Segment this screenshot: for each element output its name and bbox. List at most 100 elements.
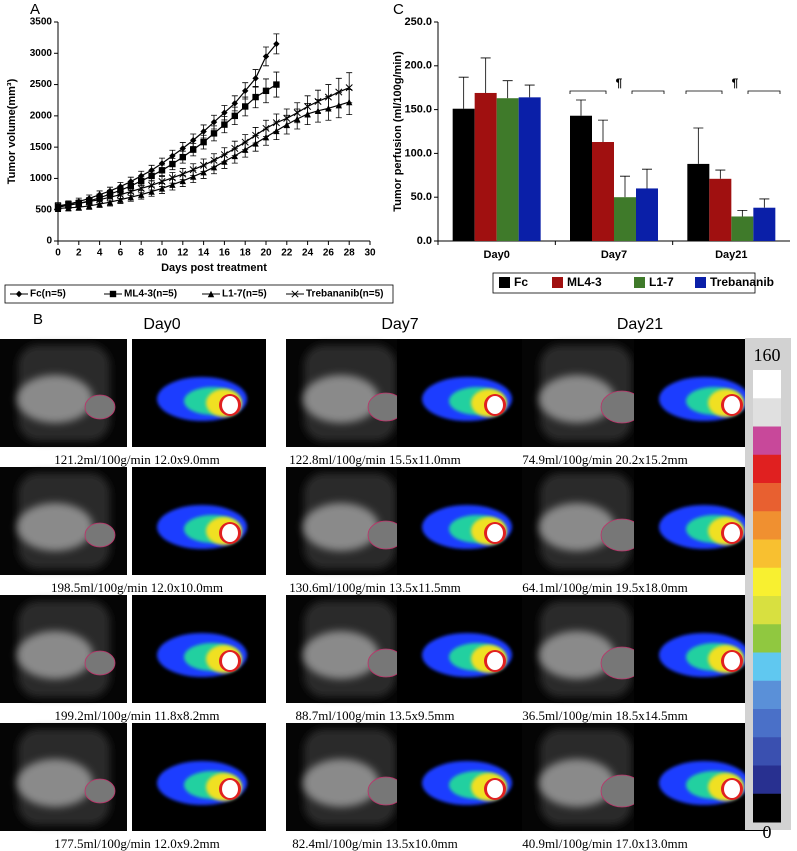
point-marker: [54, 202, 62, 210]
point-marker: [148, 181, 156, 189]
point-marker: [210, 118, 218, 126]
point-marker: [324, 93, 332, 101]
mri-image: [522, 467, 649, 575]
point-marker: [252, 75, 259, 82]
error-bar: [524, 84, 535, 98]
column-header: Day0: [143, 316, 180, 333]
perfusion-map: [397, 467, 531, 575]
perfusion-map: [132, 339, 266, 447]
mri-image: [0, 595, 127, 703]
point-marker: [179, 170, 187, 178]
error-bar: [480, 57, 491, 93]
legend-label: L1-7(n=5): [222, 289, 267, 300]
point-marker: [169, 152, 176, 160]
legend-label: Trebananib(n=5): [306, 289, 384, 300]
bar: [709, 178, 732, 241]
point-marker: [148, 167, 155, 174]
point-marker: [158, 178, 166, 186]
x-tick-label: Day21: [715, 249, 747, 261]
image-organ: [303, 375, 379, 423]
annotation: ¶: [616, 76, 623, 90]
point-marker: [242, 103, 249, 110]
scale-swatch: [753, 709, 781, 738]
point-marker: [85, 198, 93, 206]
error-bar: [458, 76, 469, 109]
image-caption: 177.5ml/100g/min 12.0x9.2mm: [54, 836, 219, 851]
x-tick-label: 14: [198, 248, 210, 259]
tumor-roi: [724, 780, 740, 798]
point-marker: [335, 88, 343, 96]
point-marker: [127, 182, 134, 190]
point-marker: [179, 145, 186, 152]
scale-swatch: [753, 680, 781, 710]
point-marker: [75, 204, 82, 211]
bar: [452, 108, 475, 241]
x-tick-label: 28: [344, 248, 356, 259]
tumor-outline: [84, 778, 116, 804]
point-marker: [200, 168, 207, 176]
y-tick-label: 3000: [30, 48, 53, 59]
tumor-roi: [487, 652, 503, 670]
panel-label: B: [33, 311, 43, 328]
image-organ: [303, 631, 379, 679]
point-marker: [148, 188, 155, 195]
series-line: [57, 84, 277, 208]
point-marker: [169, 160, 176, 168]
image-caption: 199.2ml/100g/min 11.8x8.2mm: [55, 708, 220, 723]
point-marker: [138, 177, 145, 185]
image-caption: 88.7ml/100g/min 13.5x9.5mm: [296, 708, 455, 723]
series-line: [57, 101, 350, 210]
image-caption: 122.8ml/100g/min 15.5x11.0mm: [289, 452, 460, 467]
point-marker: [273, 81, 280, 88]
legend-label: ML4-3: [567, 275, 602, 289]
error-bar: [598, 119, 608, 143]
image-caption: 130.6ml/100g/min 13.5x11.5mm: [289, 580, 460, 595]
bar: [687, 163, 710, 241]
error-bar: [576, 99, 586, 116]
point-marker: [291, 290, 299, 298]
image-organ: [539, 759, 615, 807]
scale-swatch: [753, 483, 781, 512]
point-marker: [231, 100, 238, 107]
point-marker: [190, 146, 197, 153]
point-marker: [262, 87, 270, 95]
scale-swatch: [753, 652, 781, 682]
tumor-roi: [222, 396, 238, 414]
tumor-roi: [222, 780, 238, 798]
point-marker: [207, 290, 215, 298]
mri-image: [0, 467, 127, 575]
point-marker: [242, 87, 249, 95]
image-organ: [17, 503, 93, 551]
legend-box: [4, 284, 394, 304]
x-tick-label: 4: [97, 248, 103, 259]
scale-swatch: [753, 624, 781, 653]
scale-swatch: [753, 539, 781, 569]
y-tick-label: 150.0: [404, 104, 432, 116]
tumor-roi: [222, 652, 238, 670]
tumor-roi: [222, 524, 238, 542]
x-tick-label: 20: [260, 248, 272, 259]
point-marker: [221, 121, 228, 128]
point-marker: [314, 97, 322, 106]
y-tick-label: 250.0: [404, 16, 432, 28]
perfusion-map: [397, 723, 531, 831]
error-bar: [620, 175, 630, 198]
x-tick-label: Day7: [601, 249, 627, 261]
y-axis-title: Tumor volume(mm³): [6, 78, 18, 184]
y-tick-label: 100.0: [404, 147, 432, 159]
point-marker: [64, 201, 72, 209]
point-marker: [200, 138, 207, 146]
error-bar: [759, 198, 770, 208]
x-tick-label: 16: [219, 248, 231, 259]
point-marker: [304, 102, 312, 111]
legend-swatch: [695, 277, 706, 288]
mri-image: [286, 339, 413, 447]
column-header: Day7: [381, 316, 418, 333]
point-marker: [127, 188, 135, 196]
bar: [614, 197, 636, 241]
mri-image: [0, 339, 127, 447]
error-bar: [693, 127, 704, 164]
point-marker: [200, 128, 207, 135]
